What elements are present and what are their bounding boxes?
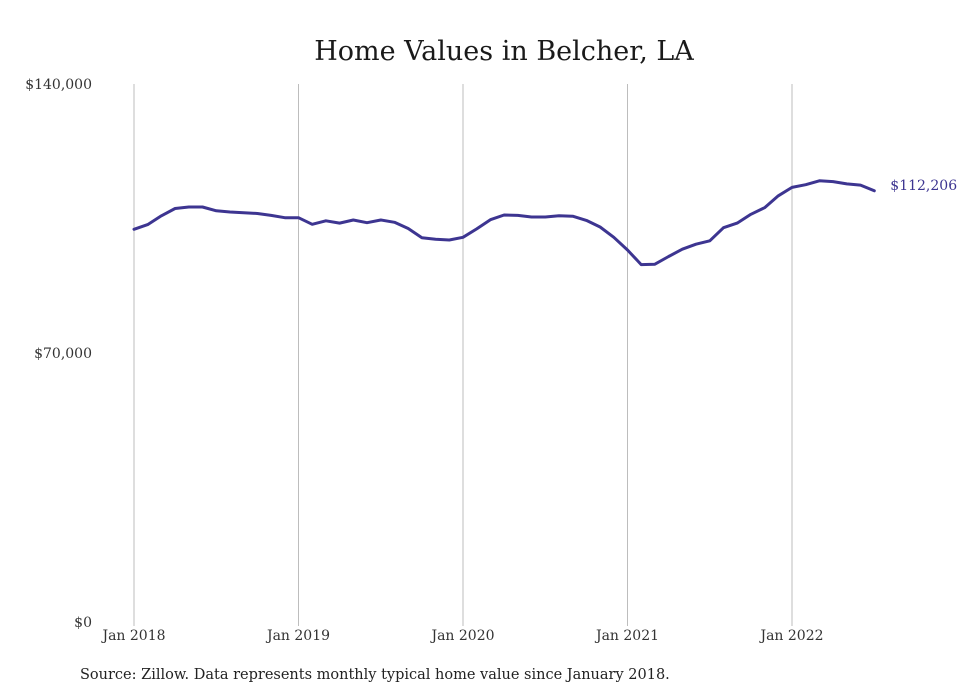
data-point [338, 222, 341, 225]
chart-title: Home Values in Belcher, LA [314, 36, 694, 67]
data-point [393, 221, 396, 224]
data-point [859, 184, 862, 187]
data-point [653, 263, 656, 266]
y-tick-label: $0 [74, 615, 92, 631]
x-tick-label: Jan 2022 [758, 628, 823, 644]
data-point [818, 179, 821, 182]
data-point [845, 182, 848, 185]
data-point [201, 206, 204, 209]
data-point [612, 236, 615, 239]
data-point [215, 209, 218, 212]
data-point [133, 228, 136, 231]
data-point [708, 239, 711, 242]
y-axis-tick-labels: $0 $70,000 $140,000 [25, 77, 92, 631]
data-point [448, 239, 451, 242]
x-tick-label: Jan 2018 [100, 628, 165, 644]
source-note: Source: Zillow. Data represents monthly … [80, 667, 670, 683]
data-point [256, 212, 259, 215]
data-point [873, 189, 876, 192]
data-point [695, 243, 698, 246]
data-point [462, 236, 465, 239]
data-point [187, 206, 190, 209]
data-point [489, 218, 492, 221]
data-point [832, 180, 835, 183]
data-point [407, 227, 410, 230]
data-point [174, 207, 177, 210]
data-point [160, 214, 163, 217]
data-point [585, 219, 588, 222]
data-point [434, 238, 437, 241]
data-point [791, 186, 794, 189]
data-point [283, 216, 286, 219]
data-point [640, 263, 643, 266]
data-point [311, 223, 314, 226]
data-point [544, 216, 547, 219]
data-point [667, 255, 670, 258]
data-point [599, 226, 602, 229]
data-point [777, 194, 780, 197]
data-point [571, 215, 574, 218]
data-points [133, 179, 876, 266]
x-tick-label: Jan 2021 [594, 628, 659, 644]
data-point [324, 219, 327, 222]
x-axis-tick-labels: Jan 2018 Jan 2019 Jan 2020 Jan 2021 Jan 2022 [100, 628, 823, 644]
data-point [749, 213, 752, 216]
y-tick-label: $140,000 [25, 77, 92, 93]
series-line [132, 179, 876, 267]
data-point [530, 216, 533, 219]
data-point [722, 226, 725, 229]
data-point [146, 223, 149, 226]
data-point [475, 227, 478, 230]
data-point [352, 219, 355, 222]
data-point [736, 222, 739, 225]
data-point [558, 214, 561, 217]
data-point [242, 211, 245, 214]
data-point [270, 214, 273, 217]
x-tick-label: Jan 2020 [429, 628, 494, 644]
data-point [804, 183, 807, 186]
data-point [420, 236, 423, 239]
vertical-gridlines [133, 84, 793, 626]
data-point [379, 219, 382, 222]
data-point [763, 206, 766, 209]
data-point [503, 214, 506, 217]
data-point [681, 248, 684, 251]
data-point [366, 221, 369, 224]
last-value-label: $112,206 [890, 178, 957, 194]
series-group [132, 179, 876, 267]
x-tick-label: Jan 2019 [265, 628, 330, 644]
data-point [516, 214, 519, 217]
y-tick-label: $70,000 [34, 346, 92, 362]
data-point [626, 249, 629, 252]
data-point [229, 211, 232, 214]
data-point [297, 216, 300, 219]
